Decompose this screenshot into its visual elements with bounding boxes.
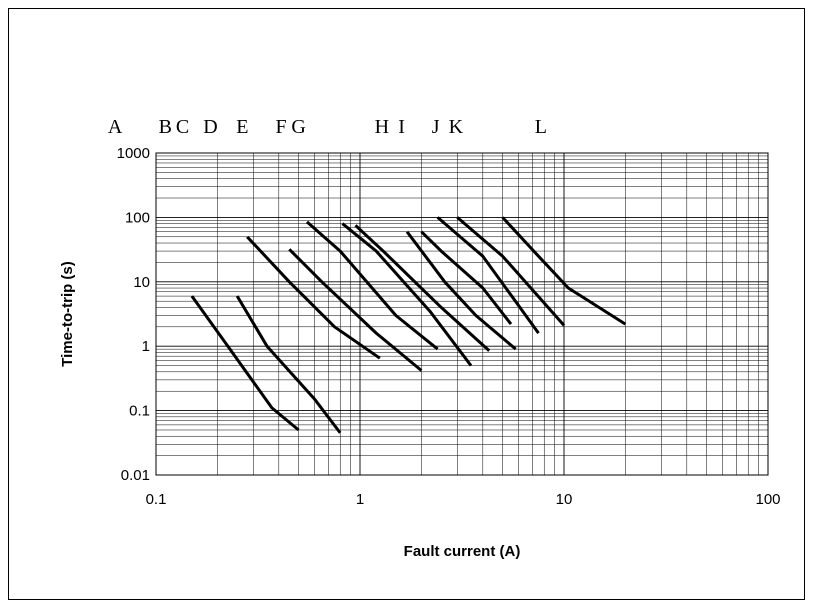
- y-tick-label: 1000: [117, 145, 150, 162]
- plot-area: [155, 152, 769, 476]
- series-line-3: [246, 235, 381, 360]
- x-axis-title: Fault current (A): [404, 543, 521, 560]
- y-tick-label: 0.01: [121, 467, 150, 484]
- curve-label-b: B: [159, 116, 172, 138]
- y-tick-label: 1: [142, 338, 150, 355]
- tick-labels: 0.1 1 10 100 1000 100 10 1 0.1 0.01: [117, 145, 781, 508]
- series-layer: [190, 216, 627, 434]
- curve-label-c: C: [176, 116, 189, 138]
- curve-label-j: J: [432, 116, 440, 138]
- series-line-4: [288, 248, 423, 372]
- x-tick-label: 10: [556, 491, 573, 508]
- series-line-7: [354, 224, 491, 352]
- curve-label-e: E: [236, 116, 248, 138]
- curve-label-f: F: [275, 116, 286, 138]
- x-tick-label: 1: [356, 491, 364, 508]
- series-line-6: [341, 222, 473, 367]
- curve-label-i: I: [398, 116, 405, 138]
- curve-label-d: D: [203, 116, 217, 138]
- chart-frame: [8, 8, 805, 600]
- y-tick-label: 0.1: [129, 403, 150, 420]
- curve-label-h: H: [375, 116, 389, 138]
- y-axis-title: Time-to-trip (s): [59, 261, 76, 367]
- series-line-9: [420, 230, 513, 326]
- series-line-10: [436, 216, 540, 334]
- y-tick-label: 100: [125, 209, 150, 226]
- series-line-2: [235, 295, 342, 434]
- series-line-5: [306, 220, 439, 351]
- series-line-8: [405, 230, 517, 351]
- x-tick-label: 100: [755, 491, 780, 508]
- curve-label-a: A: [108, 116, 123, 138]
- curve-label-g: G: [291, 116, 305, 138]
- curve-label-k: K: [449, 116, 464, 138]
- curve-label-l: L: [535, 116, 547, 138]
- series-line-12: [501, 216, 627, 326]
- y-tick-label: 10: [133, 274, 150, 291]
- series-line-1: [190, 295, 300, 432]
- x-tick-label: 0.1: [146, 491, 167, 508]
- series-line-11: [456, 216, 566, 327]
